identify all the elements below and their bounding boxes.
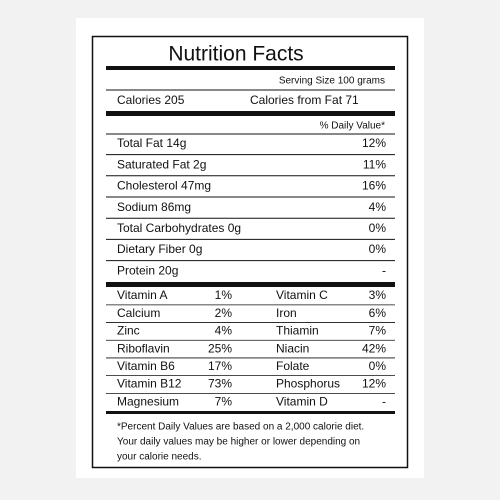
calories: Calories 205 bbox=[117, 93, 185, 107]
nutrient-name: Protein 20g bbox=[117, 263, 178, 277]
vitamin-name: Iron bbox=[276, 306, 297, 320]
vitamin-percent: 6% bbox=[369, 306, 387, 320]
vitamin-name: Phosphorus bbox=[276, 377, 340, 391]
vitamin-name: Riboflavin bbox=[117, 341, 170, 355]
vitamin-percent: 12% bbox=[362, 377, 386, 391]
nutrient-percent: 4% bbox=[369, 200, 387, 214]
nutrient-name: Saturated Fat 2g bbox=[117, 157, 206, 171]
vitamin-percent: 42% bbox=[362, 341, 386, 355]
vitamin-name: Niacin bbox=[276, 341, 309, 355]
thick-rule bbox=[106, 411, 395, 414]
vitamin-percent: 1% bbox=[215, 288, 233, 302]
vitamin-percent: 17% bbox=[208, 359, 232, 373]
nutrient-name: Total Carbohydrates 0g bbox=[117, 221, 241, 235]
nutrient-percent: 12% bbox=[362, 136, 386, 150]
vitamin-percent: 0% bbox=[369, 359, 387, 373]
vitamin-percent: 4% bbox=[215, 324, 233, 338]
vitamin-name: Vitamin C bbox=[276, 288, 328, 302]
vitamin-percent: - bbox=[382, 394, 386, 408]
label-border bbox=[91, 35, 409, 469]
vitamin-percent: 3% bbox=[369, 288, 387, 302]
vitamin-name: Vitamin A bbox=[117, 288, 167, 302]
title: Nutrition Facts bbox=[168, 43, 303, 66]
nutrient-percent: 16% bbox=[362, 179, 386, 193]
footnote-line: Your daily values may be higher or lower… bbox=[117, 437, 360, 448]
nutrient-name: Cholesterol 47mg bbox=[117, 179, 211, 193]
nutrient-percent: 0% bbox=[369, 221, 387, 235]
vitamin-percent: 7% bbox=[215, 394, 233, 408]
nutrient-name: Dietary Fiber 0g bbox=[117, 242, 202, 256]
vitamin-percent: 25% bbox=[208, 341, 232, 355]
nutrient-percent: 11% bbox=[363, 157, 386, 171]
footnote-line: *Percent Daily Values are based on a 2,0… bbox=[117, 422, 364, 433]
vitamin-name: Folate bbox=[276, 359, 310, 373]
vitamin-name: Vitamin B6 bbox=[117, 359, 175, 373]
vitamin-percent: 7% bbox=[369, 324, 387, 338]
calories-from-fat: Calories from Fat 71 bbox=[250, 93, 359, 107]
card bbox=[76, 18, 424, 478]
vitamin-name: Calcium bbox=[117, 306, 160, 320]
nutrient-name: Sodium 86mg bbox=[117, 200, 191, 214]
daily-value-header: % Daily Value* bbox=[320, 121, 386, 132]
serving-size: Serving Size 100 grams bbox=[279, 76, 385, 87]
vitamin-percent: 2% bbox=[215, 306, 233, 320]
vitamin-percent: 73% bbox=[208, 377, 232, 391]
thick-rule bbox=[106, 282, 395, 287]
vitamin-name: Vitamin D bbox=[276, 394, 328, 408]
vitamin-name: Zinc bbox=[117, 324, 140, 338]
vitamin-name: Thiamin bbox=[276, 324, 319, 338]
nutrient-name: Total Fat 14g bbox=[117, 136, 186, 150]
vitamin-name: Magnesium bbox=[117, 394, 179, 408]
nutrient-percent: - bbox=[382, 263, 386, 277]
footnote-line: your calorie needs. bbox=[117, 452, 202, 463]
thick-rule bbox=[106, 111, 395, 116]
vitamin-name: Vitamin B12 bbox=[117, 377, 182, 391]
nutrient-percent: 0% bbox=[369, 242, 387, 256]
thick-rule bbox=[106, 66, 395, 70]
